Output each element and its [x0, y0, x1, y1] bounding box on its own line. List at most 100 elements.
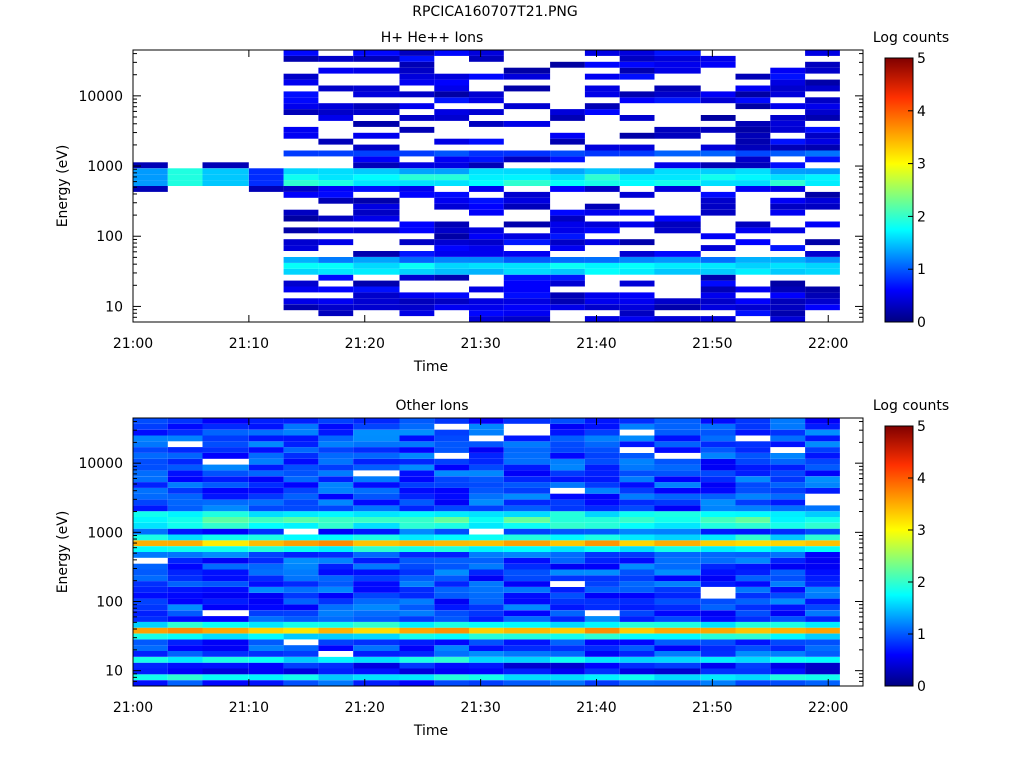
heatmap-cell: [805, 191, 840, 198]
heatmap-cell: [700, 435, 736, 442]
heatmap-cell: [248, 616, 284, 622]
y-tick-label: 1000: [87, 159, 123, 175]
heatmap-cell: [283, 429, 319, 436]
heatmap-cell: [735, 429, 771, 436]
heatmap-cell: [469, 668, 504, 675]
heatmap-cell: [770, 174, 806, 181]
heatmap-cell: [353, 464, 400, 471]
heatmap-cell: [248, 447, 284, 453]
heatmap-cell: [654, 557, 701, 564]
heatmap-cell: [584, 499, 620, 506]
heatmap-cell: [318, 662, 354, 669]
heatmap-cell: [550, 522, 585, 529]
heatmap-cell: [805, 418, 840, 424]
heatmap-cell: [654, 304, 701, 311]
heatmap-cell: [318, 581, 354, 587]
heatmap-cell: [654, 126, 701, 133]
heatmap-cell: [248, 604, 284, 611]
heatmap-cell: [202, 680, 249, 686]
heatmap-cell: [434, 138, 470, 145]
heatmap-cell: [469, 203, 504, 210]
heatmap-cell: [399, 73, 435, 80]
x-tick-label: 21:50: [692, 700, 732, 716]
heatmap-cell: [584, 656, 620, 663]
heatmap-cell: [167, 418, 203, 424]
heatmap-cell: [248, 581, 284, 587]
heatmap-cell: [550, 292, 585, 299]
heatmap-cell: [318, 239, 354, 246]
heatmap-cell: [654, 316, 701, 322]
heatmap-cell: [700, 423, 736, 430]
heatmap-cell: [700, 298, 736, 305]
heatmap-cell: [619, 91, 655, 98]
heatmap-cell: [167, 604, 203, 611]
heatmap-cell: [700, 262, 736, 269]
heatmap-cell: [584, 91, 620, 98]
heatmap-cell: [399, 67, 435, 74]
heatmap-cell: [167, 651, 203, 657]
heatmap-cell: [700, 534, 736, 541]
heatmap-cell: [619, 180, 655, 186]
x-tick-label: 21:40: [576, 336, 616, 352]
heatmap-cell: [202, 540, 249, 547]
heatmap-cell: [283, 464, 319, 471]
heatmap-cell: [469, 517, 504, 523]
heatmap-cell: [399, 162, 435, 169]
heatmap-cell: [283, 651, 319, 657]
heatmap-cell: [805, 132, 840, 139]
heatmap-cell: [167, 569, 203, 576]
heatmap-cell: [654, 540, 701, 547]
heatmap-cell: [283, 209, 319, 216]
y-tick-label: 100: [96, 594, 123, 610]
heatmap-cell: [654, 522, 701, 529]
heatmap-cell: [735, 540, 771, 547]
heatmap-cell: [133, 458, 168, 465]
heatmap-cell: [805, 464, 840, 471]
heatmap-cell: [700, 656, 736, 663]
heatmap-cell: [700, 511, 736, 517]
heatmap-cell: [503, 292, 551, 299]
heatmap-cell: [503, 674, 551, 681]
heatmap-cell: [619, 563, 655, 570]
heatmap-cell: [318, 109, 354, 115]
heatmap-cell: [770, 418, 806, 424]
heatmap-cell: [283, 186, 319, 192]
heatmap-cell: [399, 645, 435, 651]
heatmap-cell: [805, 604, 840, 611]
heatmap-cell: [700, 522, 736, 529]
heatmap-cell: [700, 316, 736, 322]
heatmap-cell: [283, 575, 319, 582]
heatmap-cell: [619, 662, 655, 669]
heatmap-cell: [399, 534, 435, 541]
heatmap-cell: [503, 621, 551, 628]
heatmap-cell: [654, 592, 701, 599]
heatmap-cell: [503, 552, 551, 558]
heatmap-cell: [700, 557, 736, 564]
heatmap-cell: [469, 680, 504, 686]
heatmap-cell: [399, 651, 435, 657]
heatmap-cell: [434, 464, 470, 471]
heatmap-cell: [700, 569, 736, 576]
heatmap-cell: [619, 97, 655, 104]
heatmap-cell: [550, 627, 585, 634]
heatmap-cell: [584, 552, 620, 558]
heatmap-cell: [469, 575, 504, 582]
heatmap-cell: [619, 493, 655, 500]
heatmap-cell: [399, 511, 435, 517]
heatmap-cell: [434, 257, 470, 263]
heatmap-cell: [133, 627, 168, 634]
heatmap-cell: [805, 429, 840, 436]
heatmap-cell: [503, 233, 551, 240]
heatmap-cell: [503, 616, 551, 622]
heatmap-cell: [735, 310, 771, 317]
heatmap-cell: [654, 534, 701, 541]
heatmap-cell: [735, 126, 771, 133]
heatmap-cell: [503, 528, 551, 535]
heatmap-cell: [503, 180, 551, 186]
heatmap-cell: [318, 197, 354, 204]
heatmap-cell: [469, 522, 504, 529]
heatmap-cell: [550, 552, 585, 558]
heatmap-cell: [584, 209, 620, 216]
heatmap-cell: [735, 156, 771, 163]
